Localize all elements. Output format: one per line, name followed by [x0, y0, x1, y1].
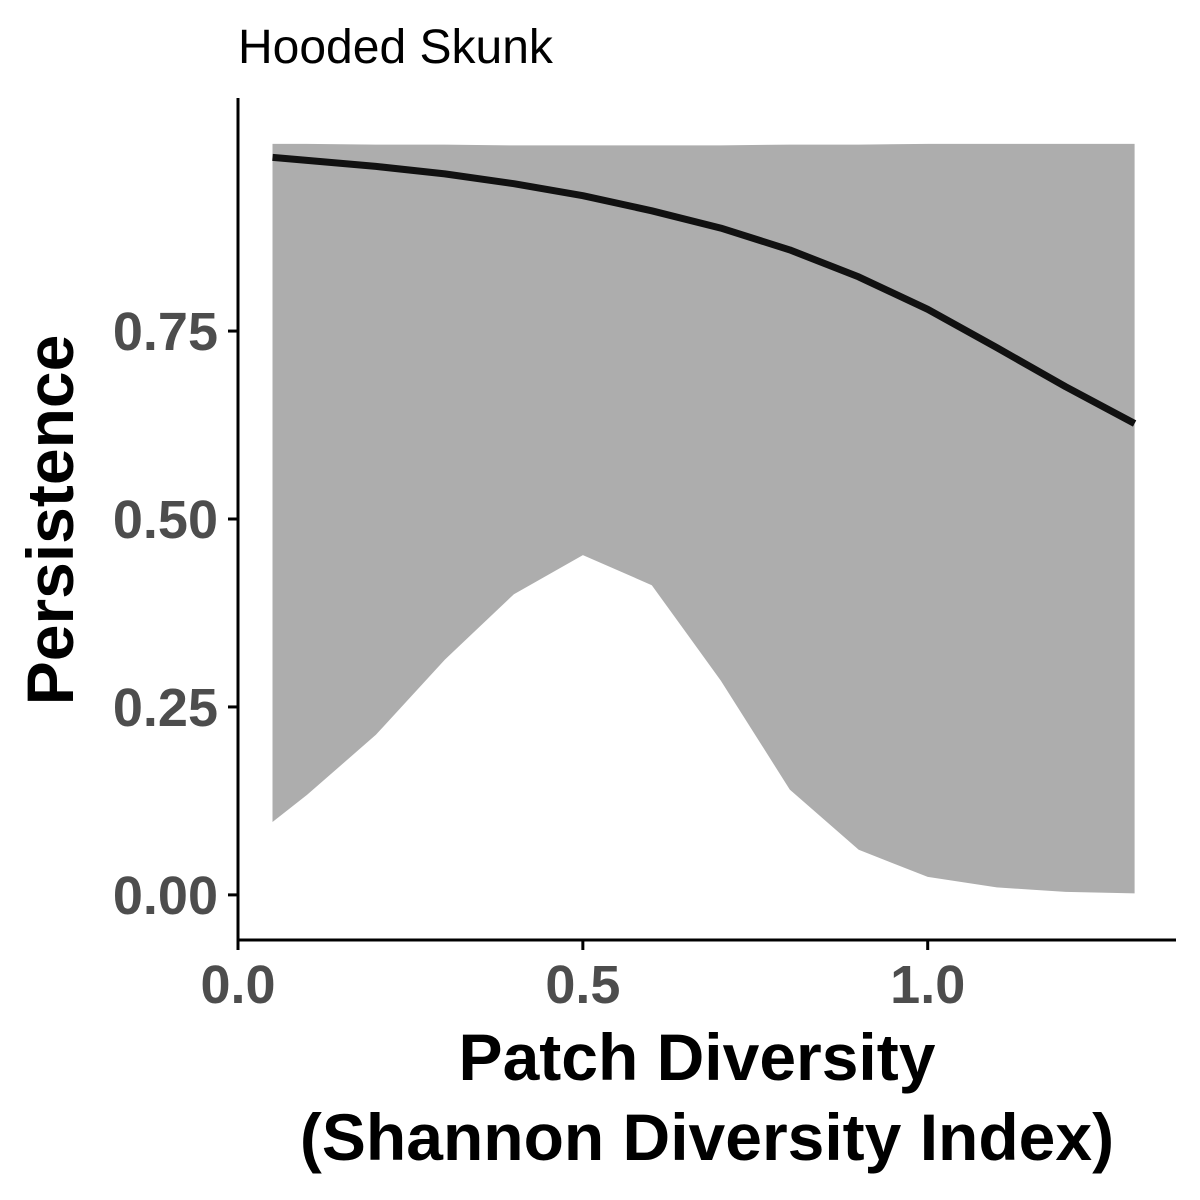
x-tick-label: 0.5	[545, 955, 620, 1015]
y-tick-label: 0.75	[113, 302, 218, 362]
x-axis-title-line-2: (Shannon Diversity Index)	[300, 1100, 1114, 1174]
x-axis-title-line-1: Patch Diversity	[459, 1020, 936, 1094]
x-tick-label: 0.0	[200, 955, 275, 1015]
confidence-ribbon	[272, 143, 1135, 894]
fitted-line	[272, 153, 1137, 427]
axes: 0.00 0.25 0.50 0.75 0.0 0.5 1.0	[113, 98, 1176, 1015]
chart-title: Hooded Skunk	[238, 21, 554, 74]
y-axis-title: Persistence	[13, 335, 87, 706]
plot-area	[272, 143, 1137, 894]
y-tick-label: 0.25	[113, 678, 218, 738]
y-tick-label: 0.50	[113, 490, 218, 550]
x-tick-label: 1.0	[890, 955, 965, 1015]
y-tick-label: 0.00	[113, 866, 218, 926]
